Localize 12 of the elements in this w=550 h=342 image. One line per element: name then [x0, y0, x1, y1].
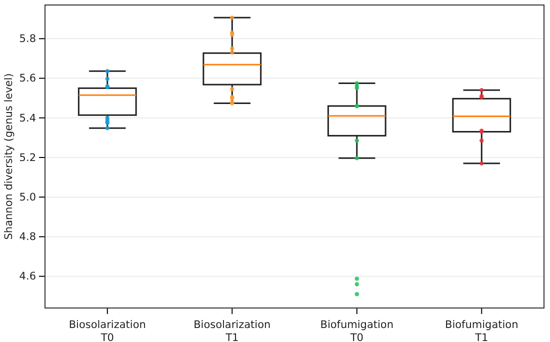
- y-axis-title: Shannon diversity (genus level): [3, 73, 15, 240]
- y-tick-label: 5.6: [19, 72, 36, 85]
- y-tick-label: 5.8: [19, 33, 36, 46]
- y-tick-label: 5.2: [19, 152, 36, 164]
- x-tick-label: Biosolarization T1: [194, 319, 271, 342]
- x-tick-label: Biofumigation T0: [320, 319, 394, 342]
- x-tick-label: Biofumigation T1: [444, 319, 518, 342]
- x-tick-label: Biosolarization T0: [68, 319, 146, 342]
- y-tick-label: 5.4: [19, 112, 36, 124]
- y-tick-label: 4.8: [19, 231, 36, 244]
- y-tick-label: 4.6: [19, 270, 36, 283]
- y-tick-label: 5.0: [19, 191, 36, 204]
